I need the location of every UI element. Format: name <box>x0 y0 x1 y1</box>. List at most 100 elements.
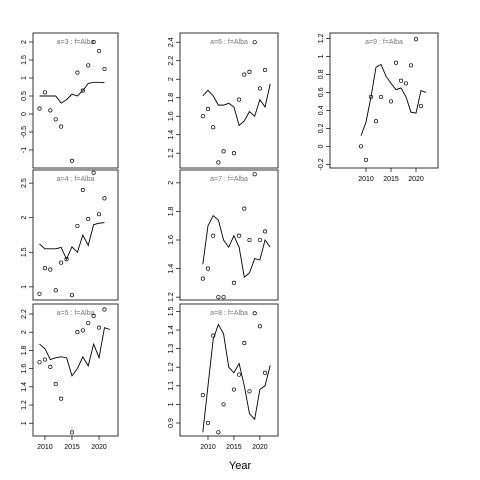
point <box>75 330 80 335</box>
point <box>97 48 102 54</box>
point <box>373 119 379 124</box>
trend-line <box>39 222 105 261</box>
point <box>97 212 102 217</box>
x-tick-label: 2020 <box>252 444 268 451</box>
panel-frame <box>32 32 119 169</box>
point <box>237 372 242 377</box>
point <box>97 325 102 330</box>
y-tick-label: 1 <box>21 76 28 80</box>
point <box>242 206 247 211</box>
point <box>102 307 107 312</box>
y-tick-label: 2 <box>21 330 28 334</box>
point <box>205 266 211 271</box>
point <box>257 324 262 329</box>
y-tick-label: 2.2 <box>21 309 28 319</box>
y-tick-label: 2 <box>168 77 175 81</box>
y-tick-label: 1.5 <box>21 247 28 257</box>
point <box>48 267 53 272</box>
point <box>91 313 96 318</box>
y-tick-label: -0.2 <box>318 158 325 170</box>
point <box>398 78 404 83</box>
y-tick-label: 1.5 <box>21 55 28 65</box>
y-tick-label: 1.1 <box>168 381 175 391</box>
x-tick-label: 2015 <box>64 444 80 451</box>
x-tick-label: 2015 <box>383 176 399 183</box>
y-tick-label: 0.4 <box>318 105 325 115</box>
trend-line <box>360 63 427 136</box>
y-tick-label: 0.2 <box>318 123 325 133</box>
y-tick-label: 1 <box>21 421 28 425</box>
point <box>91 170 96 175</box>
point <box>237 233 242 238</box>
trend-line <box>202 323 271 433</box>
point <box>231 387 236 392</box>
point <box>80 328 85 333</box>
point <box>86 63 91 68</box>
point <box>42 266 47 271</box>
point <box>231 151 236 156</box>
point <box>53 382 58 387</box>
point <box>200 114 205 119</box>
trend-line <box>39 81 105 104</box>
y-tick-label: 1.2 <box>21 400 28 410</box>
y-tick-label: 1.4 <box>168 325 175 335</box>
point <box>247 237 252 243</box>
y-tick-label: 1.4 <box>168 130 175 140</box>
point <box>247 389 252 394</box>
point <box>53 117 58 122</box>
y-tick-label: 2.5 <box>21 178 28 188</box>
point <box>80 188 85 193</box>
point <box>75 70 80 75</box>
y-tick-label: -0.5 <box>21 126 28 138</box>
panel: a=3 : f=Alba -1 -0.5 0 0.5 1 1.5 2 <box>21 32 119 169</box>
point <box>59 260 64 265</box>
point <box>91 39 96 45</box>
point <box>48 364 53 369</box>
y-tick-label: 2 <box>21 40 28 44</box>
y-tick-label: 1.6 <box>168 111 175 121</box>
point <box>262 370 268 375</box>
y-tick-label: 1 <box>168 402 175 406</box>
point <box>69 158 75 163</box>
y-tick-label: 1.6 <box>21 364 28 374</box>
panel-frame <box>32 303 119 437</box>
point <box>252 311 257 316</box>
point <box>102 196 107 201</box>
point <box>80 88 85 93</box>
y-tick-label: 1.6 <box>168 235 175 245</box>
point <box>37 360 42 365</box>
panel-frame <box>32 169 119 301</box>
y-tick-label: 0 <box>318 144 325 148</box>
point <box>231 280 236 285</box>
point <box>216 430 221 435</box>
trend-line <box>202 83 271 127</box>
x-tick-label: 2010 <box>200 444 216 451</box>
y-tick-label: 1.5 <box>168 306 175 316</box>
x-tick-label: 2020 <box>408 176 424 183</box>
point <box>247 69 252 74</box>
y-tick-label: 0.9 <box>168 418 175 428</box>
point <box>200 276 205 281</box>
y-tick-label: 2 <box>168 181 175 185</box>
panel-frame <box>179 32 279 169</box>
point <box>211 233 216 238</box>
point <box>393 60 399 65</box>
y-tick-label: 1.2 <box>318 33 325 43</box>
panel-title: a=4 : f=Alba <box>57 176 95 183</box>
point <box>42 357 47 362</box>
point <box>86 321 91 326</box>
point <box>262 67 268 73</box>
point <box>221 402 226 407</box>
y-tick-label: 1.2 <box>168 292 175 302</box>
panel-frame <box>329 32 439 169</box>
point <box>388 99 394 104</box>
point <box>200 393 205 398</box>
point <box>262 229 268 234</box>
y-tick-label: 1.8 <box>21 345 28 355</box>
trend-line <box>39 327 111 377</box>
point <box>69 293 75 298</box>
panel-title: a=9 : f=Alba <box>365 39 403 46</box>
y-tick-label: 2.2 <box>168 56 175 66</box>
point <box>408 63 414 68</box>
